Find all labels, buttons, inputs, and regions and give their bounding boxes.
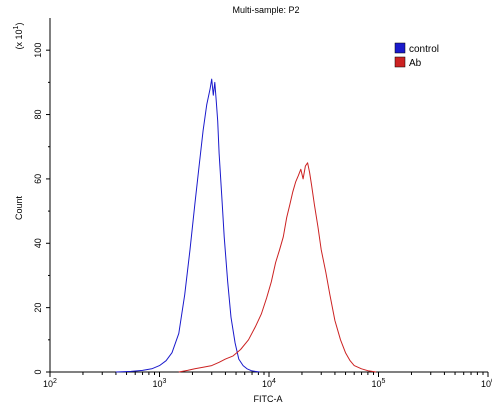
y-tick-label: 40 (33, 238, 43, 248)
svg-text:(x 101): (x 101) (13, 23, 24, 50)
y-multiplier-text: (x 10 (14, 29, 24, 49)
series-layer (115, 78, 377, 373)
x-tick-label: 103 (153, 378, 167, 389)
x-axis-title: FITC-A (254, 394, 283, 404)
series-line-control (115, 78, 260, 373)
y-ticks-group: 0 20 40 60 80 100 (33, 43, 50, 375)
chart-title: Multi-sample: P2 (232, 5, 299, 15)
x-tick-label: 104 (262, 378, 276, 389)
y-tick-label: 20 (33, 303, 43, 313)
x-tick-label: 106 (481, 378, 492, 389)
y-axis-multiplier-label: (x 101) (13, 23, 24, 50)
legend-swatch-ab (394, 56, 406, 68)
y-multiplier-exponent: 1 (13, 25, 20, 29)
y-tick-label: 100 (33, 43, 43, 58)
x-ticks-group: 102 103 104 105 106 (43, 372, 492, 389)
axes-group (49, 18, 488, 373)
legend-swatch-control (394, 42, 406, 54)
series-line-ab (178, 162, 377, 373)
y-tick-label: 0 (33, 369, 43, 374)
legend-label-control: control (409, 44, 439, 55)
y-tick-label: 80 (33, 110, 43, 120)
legend: control Ab (394, 42, 439, 69)
y-axis-title: Count (14, 196, 24, 221)
x-tick-label: 102 (43, 378, 57, 389)
x-tick-label: 105 (372, 378, 386, 389)
y-multiplier-close: ) (14, 23, 24, 26)
y-tick-label: 60 (33, 174, 43, 184)
legend-label-ab: Ab (409, 58, 422, 69)
